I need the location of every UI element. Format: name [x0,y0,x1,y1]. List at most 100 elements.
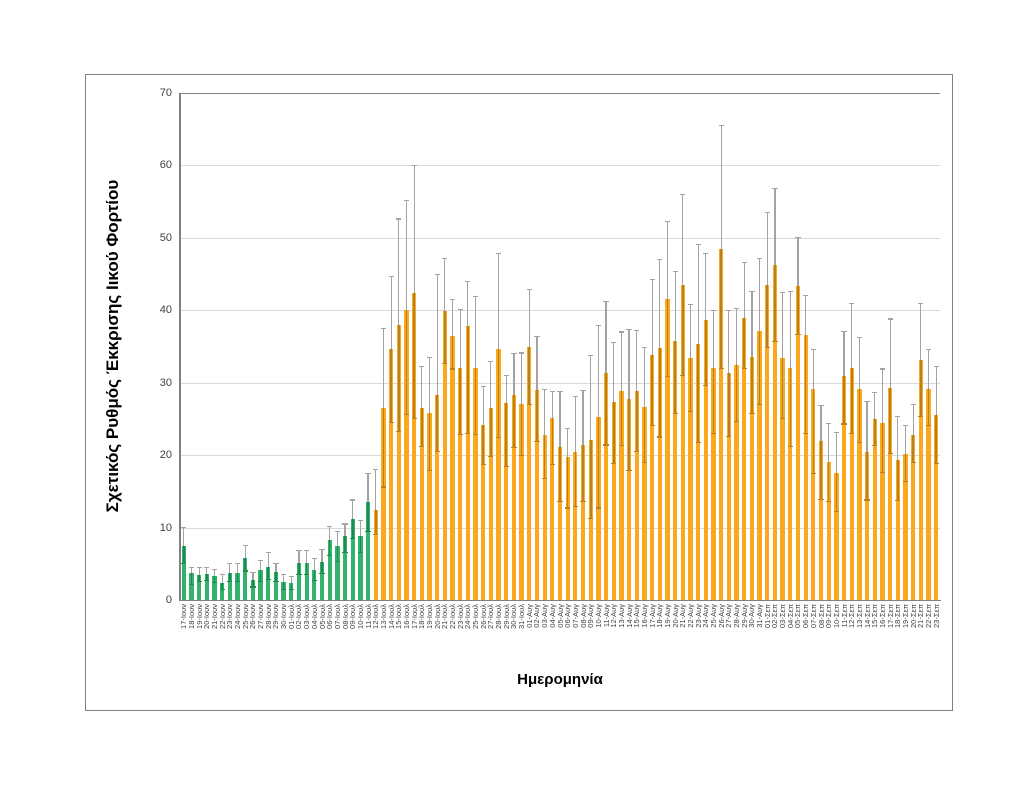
error-bar-inner [651,354,653,426]
error-bar-cap-bottom [856,441,862,443]
error-bar-inner [543,434,546,479]
error-bar-cap-bottom [304,574,310,576]
error-bar-cap-top [703,253,709,255]
error-bar-inner [781,358,784,419]
error-bar-inner [198,574,200,582]
y-tick-label: 10 [159,521,172,534]
bar [780,358,785,600]
error-bar-inner [282,581,285,590]
error-bar-cap-top [818,405,824,407]
bar [826,461,831,600]
error-bar-cap-top [780,291,786,293]
error-bar-cap-bottom [534,440,540,442]
bar [235,572,240,600]
error-bar-inner [497,349,500,438]
error-bar-cap-bottom [565,507,571,509]
error-bar [298,550,300,575]
error-bar-cap-bottom [787,445,793,448]
bar [703,319,708,600]
error-bar-cap-bottom [764,347,770,349]
bar [496,349,501,600]
error-bar-cap-bottom [733,420,740,422]
error-bar-cap-bottom [350,537,356,539]
error-bar-cap-bottom [664,375,671,377]
error-bar-cap-top [426,356,433,358]
bar [665,299,670,600]
error-bar-cap-top [733,307,740,309]
error-bar-cap-top [572,395,578,398]
error-bar-cap-top [542,388,548,390]
error-bar-inner [682,284,684,376]
error-bar-cap-bottom [334,561,340,563]
error-bar-cap-top [519,352,525,354]
error-bar-inner [612,401,615,464]
error-bar-cap-bottom [649,424,655,426]
error-bar-inner [421,408,423,447]
error-bar-cap-bottom [887,453,893,455]
error-bar [390,276,392,423]
error-bar-cap-bottom [841,423,847,425]
error-bar-inner [436,395,438,452]
error-bar-cap-top [457,309,463,311]
error-bar [474,296,477,435]
error-bar [421,366,423,447]
bar [903,453,908,600]
bar [849,368,854,600]
error-bar [605,301,607,445]
error-bar-cap-top [319,548,325,550]
bar [220,583,225,600]
bar [857,389,862,600]
error-bar-cap-bottom [780,417,786,419]
x-axis-title: Ημερομηνία [517,671,603,688]
error-bar [544,389,546,479]
error-bar-cap-bottom [672,412,678,414]
error-bar-cap-bottom [910,461,916,463]
bar [296,563,302,600]
bar [342,536,348,600]
error-bar [897,416,899,501]
bar [273,571,279,600]
error-bar-inner [213,576,216,583]
error-bar-cap-top [304,550,310,552]
error-bar-cap-top [925,348,932,350]
bar [719,248,724,600]
bar [250,579,256,600]
error-bar-inner [344,536,346,553]
error-bar-cap-bottom [188,584,195,586]
error-bar-inner [835,472,838,512]
error-bar-cap-bottom [895,500,901,502]
error-bar-cap-top [895,416,901,418]
error-bar [306,550,308,575]
error-bar-inner [628,399,630,471]
error-bar-inner [605,373,607,445]
error-bar-cap-top [910,403,916,405]
error-bar-inner [451,336,454,369]
gridline-70 [180,93,940,94]
error-bar-inner [812,389,815,474]
error-bar-cap-bottom [181,563,187,565]
bar [611,401,616,600]
error-bar-cap-bottom [626,469,632,471]
error-bar-inner [850,368,853,434]
error-bar-cap-top [273,563,279,565]
error-bar-cap-top [503,374,509,377]
error-bar-inner [520,404,523,456]
error-bar [889,319,891,454]
bar [926,389,931,600]
gridline-60 [180,165,940,167]
bar [335,546,340,600]
error-bar-cap-bottom [365,530,371,532]
bar [519,404,524,600]
error-bar-inner [920,360,922,417]
bar [319,561,325,600]
bar [258,570,263,600]
error-bar-cap-bottom [872,445,878,447]
error-bar-cap-top [634,330,640,332]
error-bar-cap-bottom [380,486,387,488]
error-bar-cap-bottom [472,434,479,436]
error-bar-cap-bottom [411,417,417,419]
error-bar [497,253,500,438]
error-bar-cap-top [534,335,540,337]
bar [511,395,517,600]
error-bar-cap-top [265,552,271,554]
